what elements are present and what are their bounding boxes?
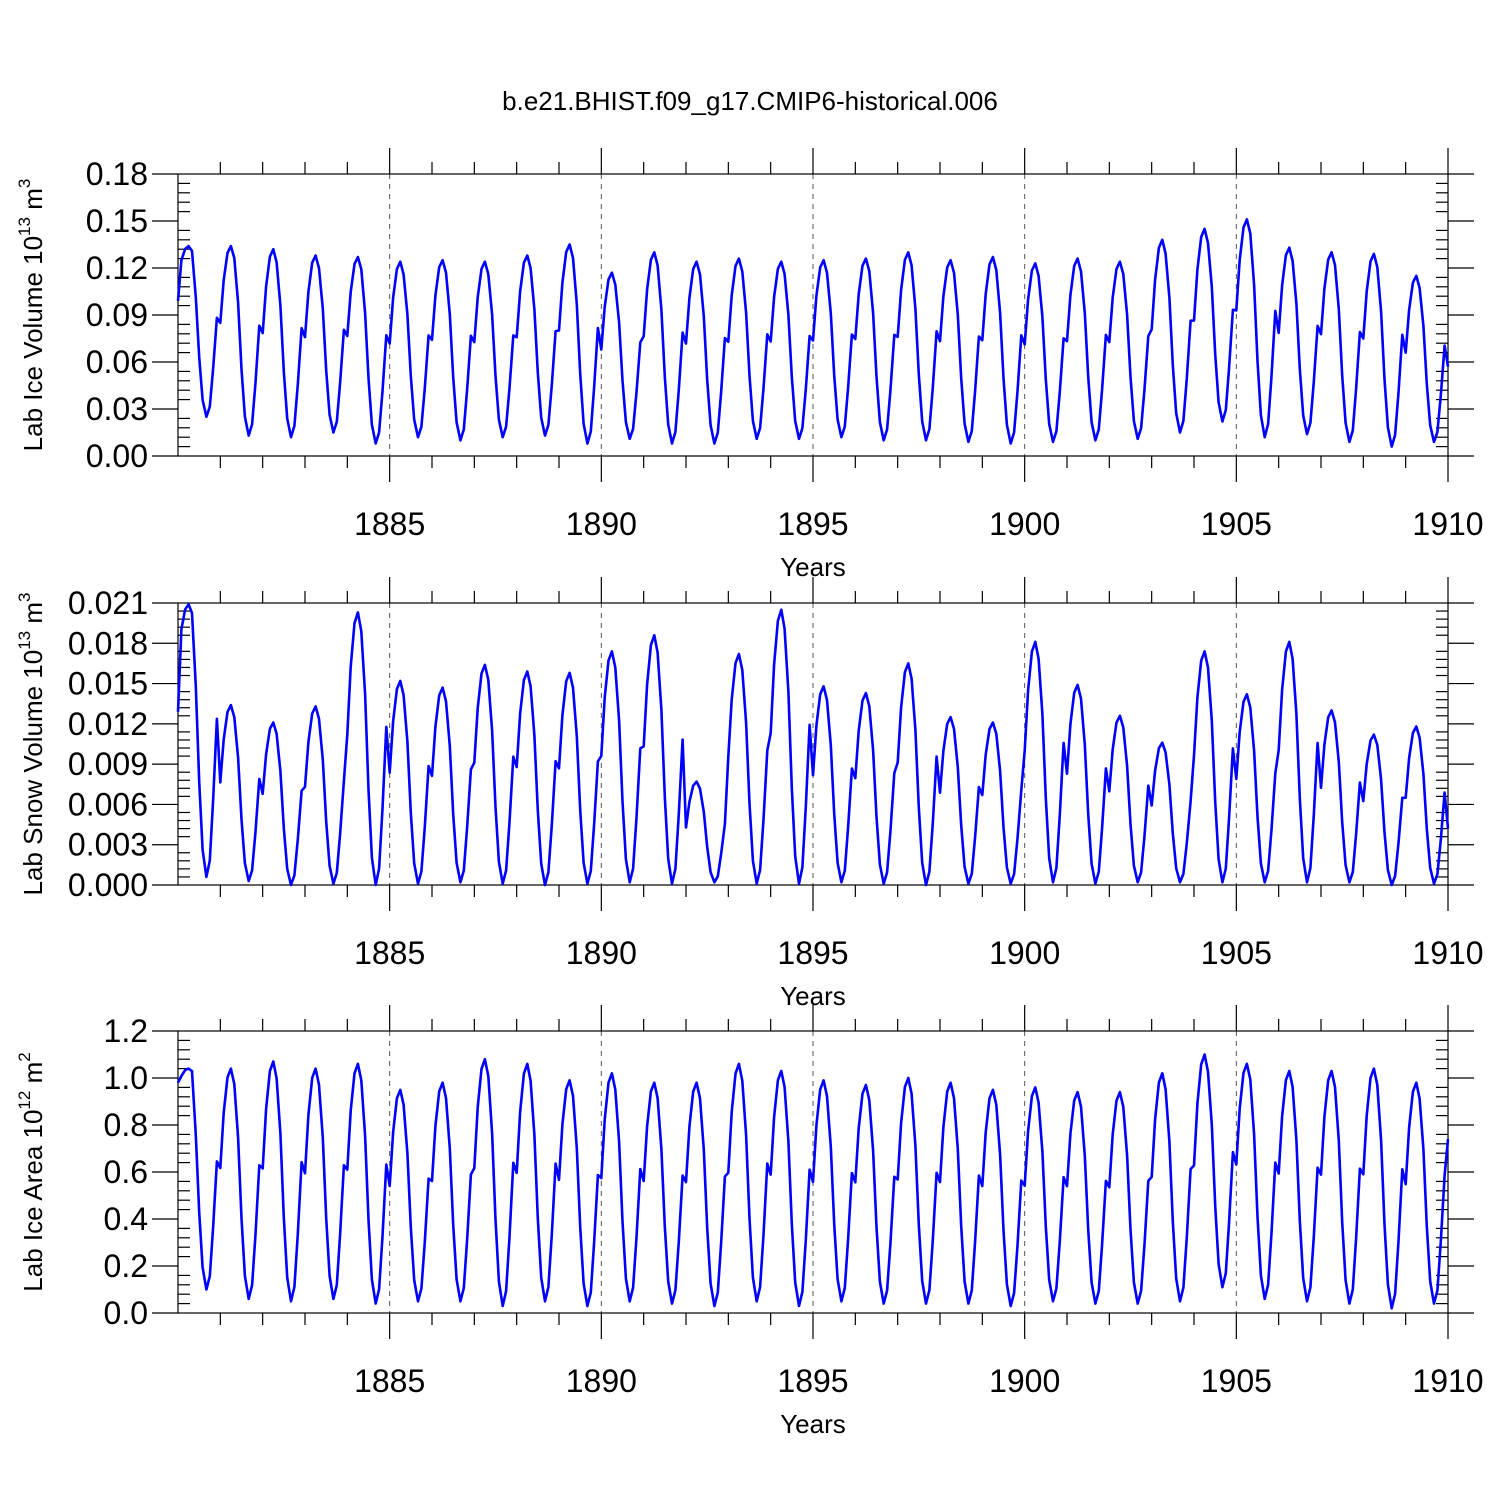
y-tick-label: 1.0 — [104, 1060, 148, 1096]
x-tick-label: 1905 — [1201, 1363, 1272, 1399]
y-tick-label: 0.015 — [68, 666, 148, 702]
y-tick-label: 0.4 — [104, 1201, 148, 1237]
y-tick-label: 0.2 — [104, 1248, 148, 1284]
y-tick-label: 0.021 — [68, 585, 148, 621]
y-axis-label: Lab Ice Area 1012 m2 — [15, 1052, 48, 1291]
panel-1: 0.00 0.03 0.06 0.09 0.12 0.15 0.18 1885 1890 1895… — [15, 148, 1484, 582]
panel-2: 0.000 0.003 0.006 0.009 0.012 0.015 0.018 0.021… — [15, 577, 1484, 1011]
y-tick-label: 0.018 — [68, 625, 148, 661]
x-tick-label: 1885 — [354, 935, 425, 971]
y-tick-label: 0.0 — [104, 1295, 148, 1331]
y-tick-label: 0.00 — [86, 438, 148, 474]
y-tick-label: 0.8 — [104, 1107, 148, 1143]
x-tick-label: 1885 — [354, 506, 425, 542]
y-tick-label: 1.2 — [104, 1013, 148, 1049]
x-tick-label: 1895 — [777, 1363, 848, 1399]
x-tick-label: 1895 — [777, 506, 848, 542]
panel-3: 0.0 0.2 0.4 0.6 0.8 1.0 1.2 1885 1890 1895 1900 190… — [15, 1005, 1484, 1439]
x-tick-label: 1890 — [566, 506, 637, 542]
x-tick-label: 1900 — [989, 935, 1060, 971]
x-tick-label: 1905 — [1201, 935, 1272, 971]
x-tick-label: 1900 — [989, 506, 1060, 542]
x-axis-label: Years — [780, 1409, 846, 1439]
x-tick-label: 1910 — [1412, 1363, 1483, 1399]
series-line — [176, 603, 1450, 887]
y-tick-label: 0.18 — [86, 156, 148, 192]
y-tick-label: 0.003 — [68, 827, 148, 863]
y-tick-label: 0.09 — [86, 297, 148, 333]
x-tick-label: 1890 — [566, 935, 637, 971]
y-tick-label: 0.012 — [68, 706, 148, 742]
y-tick-label: 0.000 — [68, 867, 148, 903]
y-tick-label: 0.06 — [86, 344, 148, 380]
y-tick-label: 0.009 — [68, 746, 148, 782]
x-tick-label: 1885 — [354, 1363, 425, 1399]
series-line — [176, 1053, 1450, 1310]
x-tick-label: 1910 — [1412, 506, 1483, 542]
figure-title: b.e21.BHIST.f09_g17.CMIP6-historical.006 — [502, 86, 998, 116]
y-tick-label: 0.15 — [86, 203, 148, 239]
y-axis-label: Lab Ice Volume 1013 m3 — [15, 179, 48, 452]
y-tick-label: 0.6 — [104, 1154, 148, 1190]
y-tick-label: 0.006 — [68, 786, 148, 822]
series-line — [176, 218, 1450, 448]
x-tick-label: 1895 — [777, 935, 848, 971]
y-tick-label: 0.12 — [86, 250, 148, 286]
y-axis-label: Lab Snow Volume 1013 m3 — [15, 592, 48, 895]
x-tick-label: 1905 — [1201, 506, 1272, 542]
x-tick-label: 1910 — [1412, 935, 1483, 971]
x-tick-label: 1900 — [989, 1363, 1060, 1399]
y-tick-label: 0.03 — [86, 391, 148, 427]
x-tick-label: 1890 — [566, 1363, 637, 1399]
